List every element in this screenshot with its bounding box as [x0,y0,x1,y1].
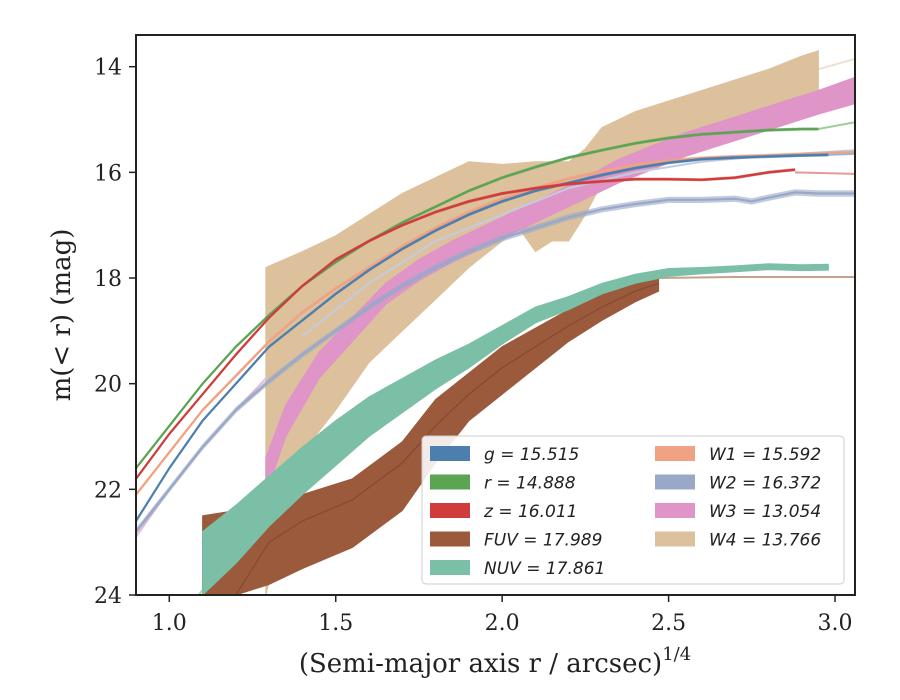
x-tick-label: 1.0 [152,611,187,636]
x-axis: 1.0 1.5 2.0 2.5 3.0 [152,595,853,636]
series-nuv-band [202,263,829,595]
legend-swatch [430,531,470,547]
legend-swatch [430,446,470,461]
legend-label: W3 = 13.054 [709,502,821,522]
series-fuv-centerline [235,282,659,595]
legend-label: r = 14.888 [484,474,576,494]
legend-swatch [430,503,470,518]
x-tick-label: 1.5 [318,611,353,636]
legend-swatch [655,474,695,490]
y-tick-label: 16 [94,161,122,186]
legend-swatch [655,446,695,461]
y-axis-title: m(< r) (mag) [47,229,77,402]
plot-frame [135,34,856,596]
series-r-line [136,127,819,469]
x-axis-title: (Semi-major axis r / arcsec)1/4 [299,644,691,679]
legend-label: z = 16.011 [483,502,577,522]
x-tick-label: 2.0 [485,611,520,636]
legend-label: g = 15.515 [484,445,579,465]
series-z-line [136,168,796,480]
x-tick-label: 2.5 [651,611,686,636]
series-g-line [136,153,829,522]
x-axis-title-exponent: 1/4 [662,644,691,665]
y-tick-label: 18 [94,267,122,292]
legend-box [421,435,845,585]
y-tick-label: 22 [94,478,122,503]
series-fuv-extension-line [658,276,855,279]
series-w2-line [136,191,855,533]
legend: g = 15.515 r = 14.888 z = 16.011 FUV = 17.9… [421,435,845,585]
legend-label: W4 = 13.766 [709,531,821,551]
legend-swatch [430,560,470,575]
legend-label: FUV = 17.989 [484,531,602,551]
y-tick-label: 14 [94,56,122,81]
legend-swatch [430,474,470,490]
legend-label: NUV = 17.861 [484,559,605,579]
series-z-extension-line [795,171,855,175]
legend-swatch [655,531,695,547]
series-r-extension-line [818,121,855,130]
legend-label: W2 = 16.372 [709,474,821,494]
series-nuv-extension-line [197,589,204,595]
y-tick-label: 20 [94,373,122,398]
legend-swatch [655,503,695,518]
series-g-extension-line [828,152,855,156]
legend-label: W1 = 15.592 [709,445,821,465]
y-tick-label: 24 [94,584,122,609]
x-tick-label: 3.0 [818,611,853,636]
y-axis: 14 16 18 20 22 24 [94,56,136,609]
series-w4-extension-line [818,57,855,71]
